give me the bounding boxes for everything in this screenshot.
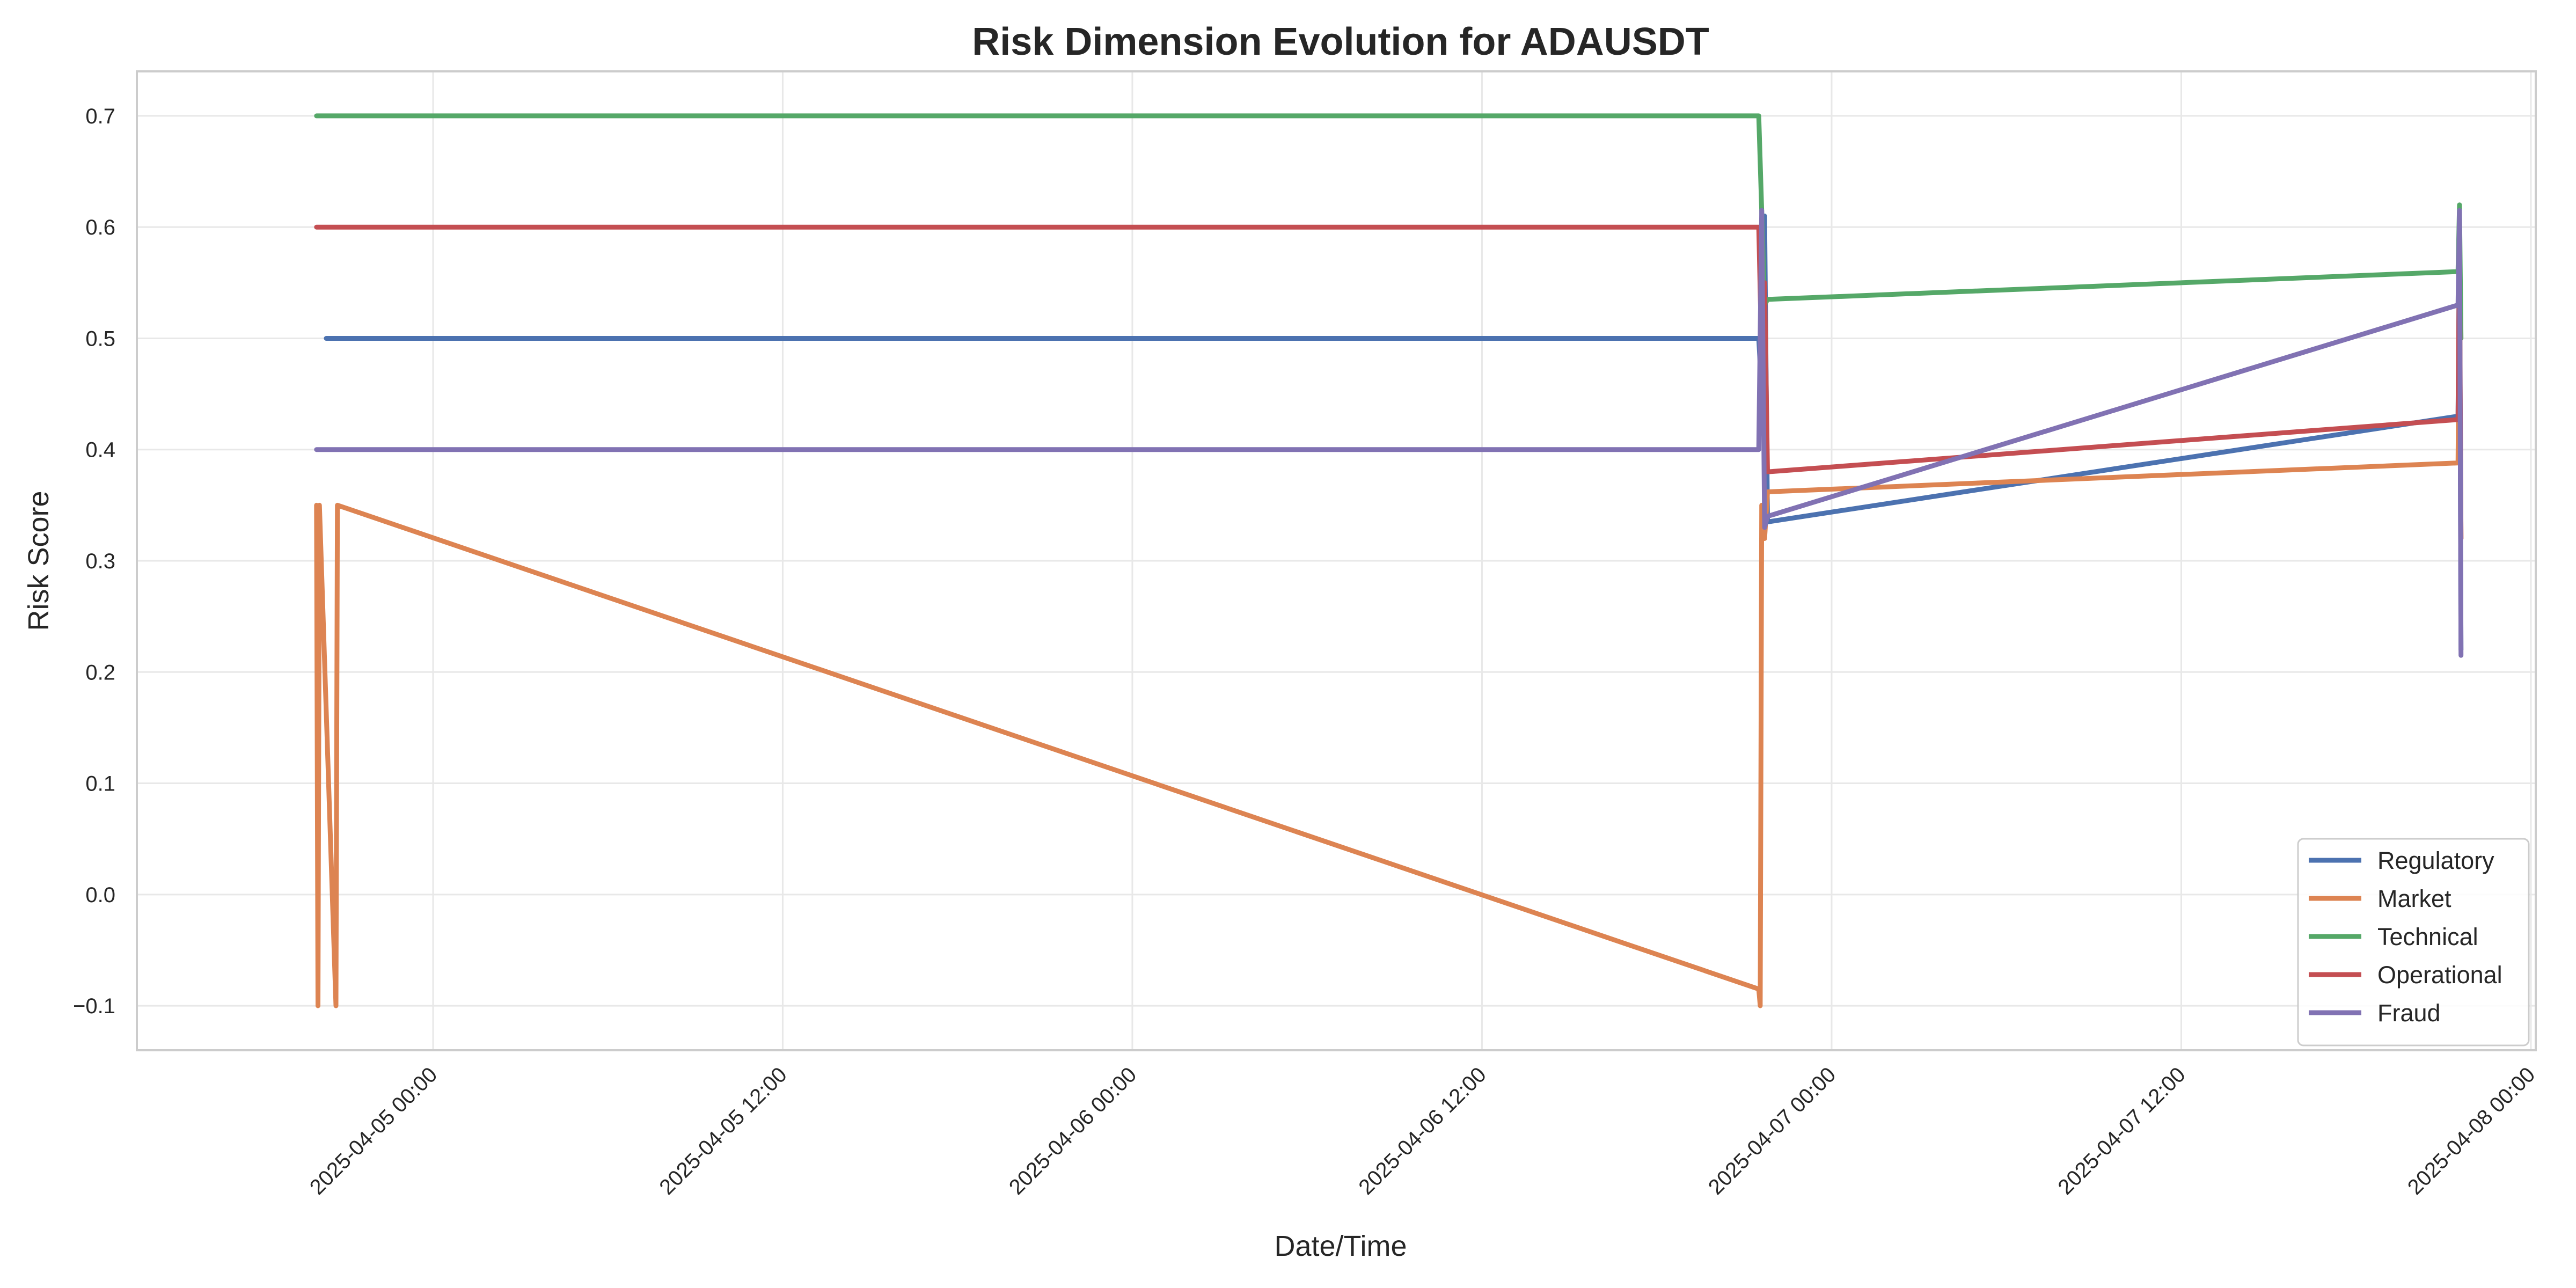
legend: Regulatory Market Technical Operational Frau… [2297, 838, 2530, 1046]
legend-box [2297, 838, 2530, 1046]
y-tick-label: 0.5 [85, 327, 115, 350]
y-tick-label: 0.4 [85, 438, 115, 462]
legend-label-operational: Operational [2377, 961, 2502, 989]
legend-label-market: Market [2377, 885, 2451, 912]
series-line-fraud [314, 208, 2464, 658]
legend-label-regulatory: Regulatory [2377, 847, 2494, 874]
y-tick-label: 0.1 [85, 772, 115, 796]
chart-title: Risk Dimension Evolution for ADAUSDT [972, 20, 1709, 63]
plot-frame [136, 70, 2537, 1051]
legend-label-fraud: Fraud [2377, 999, 2441, 1027]
legend-label-technical: Technical [2377, 923, 2478, 950]
y-tick-label: 0.0 [85, 883, 115, 907]
y-tick-label: 0.2 [85, 661, 115, 684]
series-line-technical [314, 113, 2464, 341]
x-axis-label: Date/Time [1274, 1230, 1407, 1262]
y-tick-label: −0.1 [73, 994, 115, 1018]
y-axis-label: Risk Score [23, 491, 55, 631]
y-axis-ticks: −0.1 0.0 0.1 0.2 0.3 0.4 0.5 0.6 0.7 [73, 105, 115, 1018]
series-lines [314, 113, 2464, 1008]
y-tick-label: 0.3 [85, 550, 115, 573]
y-tick-label: 0.7 [85, 105, 115, 128]
y-tick-label: 0.6 [85, 216, 115, 239]
